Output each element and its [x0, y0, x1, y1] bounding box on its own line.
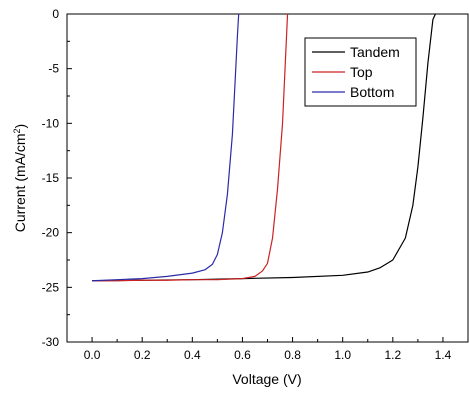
x-tick-label: 0.6: [234, 348, 251, 362]
legend-label-bottom: Bottom: [350, 84, 394, 100]
y-tick-label: -15: [42, 171, 60, 185]
x-axis-title: Voltage (V): [232, 371, 301, 387]
x-tick-label: 0.8: [284, 348, 301, 362]
legend-label-top: Top: [350, 64, 373, 80]
x-axis-ticks: 0.0 0.2 0.4 0.6 0.8 1.0 1.2 1.4: [66, 337, 469, 362]
x-tick-label: 0.0: [84, 348, 101, 362]
y-tick-label: -10: [42, 116, 60, 130]
legend: Tandem Top Bottom: [304, 37, 417, 107]
y-axis-title-sup: 2: [12, 128, 22, 133]
x-tick-label: 1.2: [384, 348, 401, 362]
y-axis-title: Current (mA/cm2): [12, 124, 28, 232]
series-line-top: [92, 13, 289, 282]
y-tick-label: 0: [52, 7, 59, 21]
series-lines: [92, 13, 436, 282]
y-tick-label: -30: [42, 335, 60, 349]
y-tick-label: -5: [48, 62, 59, 76]
x-tick-label: 1.4: [435, 348, 452, 362]
y-axis-ticks: 0 -5 -10 -15 -20 -25 -30: [42, 7, 72, 349]
x-tick-label: 1.0: [334, 348, 351, 362]
x-tick-label: 0.2: [134, 348, 151, 362]
y-axis-title-main: Current (mA/cm: [12, 133, 28, 232]
y-axis-title-close: ): [12, 124, 28, 129]
series-line-bottom: [92, 13, 240, 282]
y-tick-label: -25: [42, 280, 60, 294]
legend-label-tandem: Tandem: [350, 44, 400, 60]
y-tick-label: -20: [42, 226, 60, 240]
x-tick-label: 0.4: [184, 348, 201, 362]
